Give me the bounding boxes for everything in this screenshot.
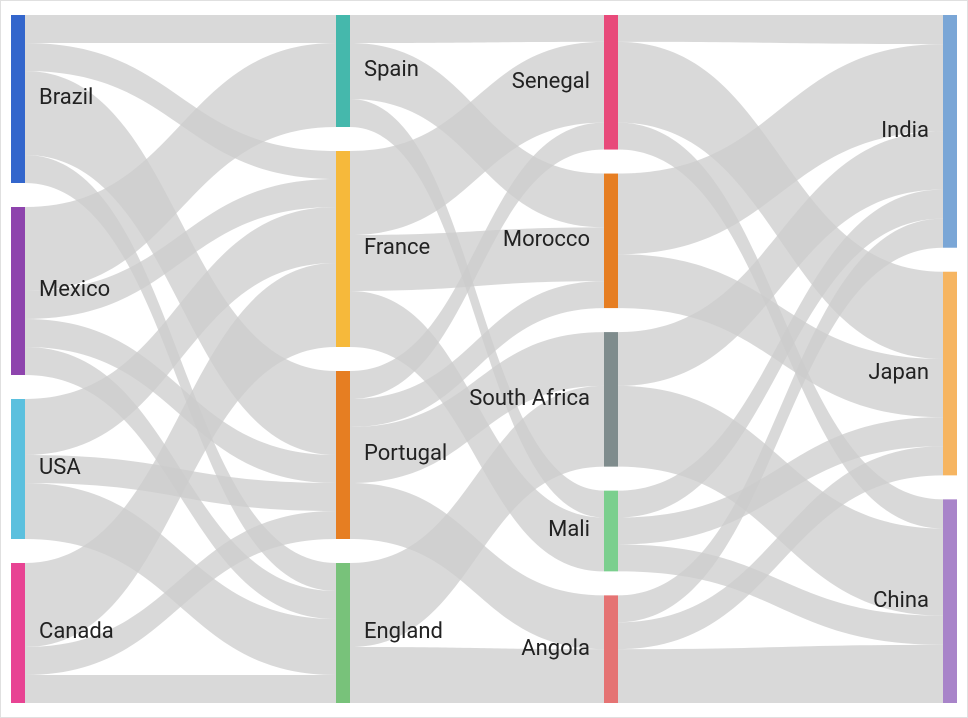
- sankey-node-japan[interactable]: [943, 272, 957, 476]
- sankey-node-usa[interactable]: [11, 399, 25, 539]
- sankey-node-senegal[interactable]: [604, 15, 618, 150]
- sankey-node-china[interactable]: [943, 499, 957, 703]
- sankey-node-mexico[interactable]: [11, 207, 25, 375]
- sankey-link: [618, 15, 943, 44]
- sankey-svg: [1, 1, 967, 717]
- sankey-node-brazil[interactable]: [11, 15, 25, 183]
- sankey-link: [25, 15, 336, 43]
- sankey-chart: BrazilMexicoUSACanadaSpainFrancePortugal…: [0, 0, 968, 718]
- sankey-node-india[interactable]: [943, 15, 957, 248]
- sankey-link: [618, 645, 943, 703]
- sankey-node-mali[interactable]: [604, 491, 618, 572]
- sankey-node-morocco[interactable]: [604, 174, 618, 309]
- sankey-link: [350, 647, 604, 703]
- sankey-node-angola[interactable]: [604, 595, 618, 703]
- sankey-node-france[interactable]: [336, 151, 350, 347]
- sankey-node-england[interactable]: [336, 563, 350, 703]
- sankey-link: [25, 675, 336, 703]
- sankey-node-southafrica[interactable]: [604, 332, 618, 467]
- sankey-node-canada[interactable]: [11, 563, 25, 703]
- sankey-link: [350, 15, 604, 43]
- sankey-node-portugal[interactable]: [336, 371, 350, 539]
- sankey-node-spain[interactable]: [336, 15, 350, 127]
